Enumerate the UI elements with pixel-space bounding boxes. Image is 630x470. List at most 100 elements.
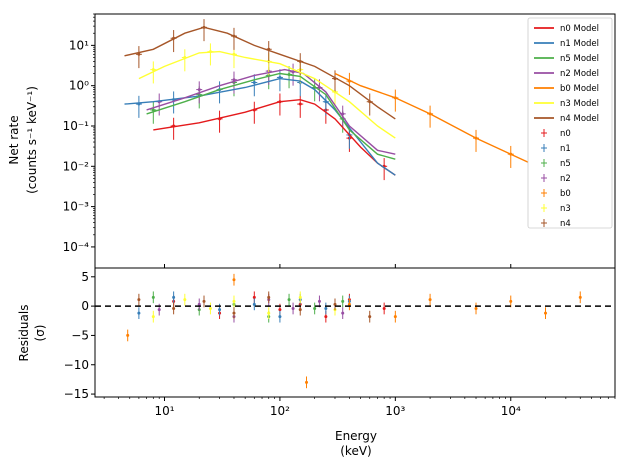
legend-label-b0: b0 bbox=[560, 189, 571, 199]
axis-labels: Net rate (counts s⁻¹ keV⁻¹) Residuals (σ… bbox=[7, 86, 377, 458]
residual-marker-n0-5 bbox=[324, 315, 328, 319]
residual-marker-n2-6 bbox=[341, 311, 345, 315]
data-point-n4-0 bbox=[135, 46, 142, 69]
top-ytick-label-5: 10¹ bbox=[69, 38, 89, 52]
data-point-b0-2 bbox=[427, 105, 434, 128]
outlier-marker-2 bbox=[232, 278, 236, 282]
data-point-n3-1 bbox=[181, 49, 188, 72]
residual-point-n1-0 bbox=[137, 307, 141, 320]
residual-point-b0-0 bbox=[347, 298, 351, 311]
model-line-n5-model bbox=[146, 72, 396, 160]
residual-marker-n4-6 bbox=[333, 302, 337, 306]
residual-marker-n3-2 bbox=[208, 306, 212, 310]
residual-marker-n4-4 bbox=[267, 295, 271, 299]
residual-marker-n1-3 bbox=[252, 302, 256, 306]
residual-point-n5-5 bbox=[313, 302, 317, 315]
data-marker-n3-0 bbox=[151, 68, 155, 72]
model-line-n3-model bbox=[138, 50, 396, 139]
residual-point-n4-4 bbox=[267, 291, 271, 304]
residual-point-n1-3 bbox=[252, 298, 256, 311]
top-ytick-label-4: 10⁰ bbox=[69, 79, 89, 93]
residual-marker-n4-1 bbox=[172, 306, 176, 310]
residual-plot-area bbox=[126, 273, 582, 389]
residual-frame bbox=[94, 267, 616, 398]
residual-marker-n3-1 bbox=[183, 298, 187, 302]
residual-marker-n2-4 bbox=[291, 306, 295, 310]
legend-label-n0-model: n0 Model bbox=[560, 24, 599, 34]
residual-point-n4-7 bbox=[368, 310, 372, 323]
data-point-n1-0 bbox=[135, 95, 142, 118]
residual-point-n3-2 bbox=[208, 302, 212, 315]
top-ytick-label-2: 10⁻² bbox=[63, 159, 90, 173]
residual-point-n5-0 bbox=[151, 291, 155, 304]
residual-marker-n4-2 bbox=[202, 299, 206, 303]
xlabel-line1: Energy bbox=[335, 429, 377, 443]
residual-point-n3-3 bbox=[232, 295, 236, 308]
residual-marker-n3-5 bbox=[298, 295, 302, 299]
data-point-n0-1 bbox=[216, 110, 223, 133]
model-line-n4-model bbox=[124, 26, 396, 120]
residual-marker-n4-5 bbox=[298, 308, 302, 312]
residual-marker-n5-6 bbox=[341, 299, 345, 303]
residual-point-n3-4 bbox=[267, 307, 271, 320]
residual-point-b0-2 bbox=[428, 293, 432, 306]
residual-point-n2-1 bbox=[197, 298, 201, 311]
data-point-n4-7 bbox=[366, 93, 373, 116]
residual-marker-n3-4 bbox=[267, 311, 271, 315]
residual-point-b0-3 bbox=[474, 302, 478, 315]
residual-point-n4-1 bbox=[172, 302, 176, 315]
data-point-b0-4 bbox=[507, 145, 514, 168]
legend-label-n4: n4 bbox=[560, 219, 571, 229]
top-ylabel-line1: Net rate bbox=[7, 115, 21, 164]
top-ytick-label-3: 10⁻¹ bbox=[63, 119, 90, 133]
residual-point-n5-6 bbox=[341, 295, 345, 308]
residual-marker-n1-2 bbox=[218, 308, 222, 312]
xtick-label-0: 10¹ bbox=[154, 404, 174, 418]
legend-label-n2: n2 bbox=[560, 174, 571, 184]
residual-point-n4-0 bbox=[137, 293, 141, 306]
data-point-n5-0 bbox=[150, 101, 157, 124]
data-point-n4-4 bbox=[265, 41, 272, 64]
residual-marker-n5-4 bbox=[287, 298, 291, 302]
data-marker-n2-1 bbox=[197, 88, 201, 92]
top-ytick-label-1: 10⁻³ bbox=[63, 200, 90, 214]
residual-marker-n0-2 bbox=[252, 295, 256, 299]
residual-marker-n5-5 bbox=[313, 306, 317, 310]
residual-marker-n4-3 bbox=[232, 311, 236, 315]
residual-marker-b0-3 bbox=[474, 306, 478, 310]
top-ytick-label-0: 10⁻⁴ bbox=[63, 240, 90, 254]
model-line-n1-model bbox=[124, 77, 396, 176]
residual-marker-n4-7 bbox=[368, 315, 372, 319]
residual-marker-b0-0 bbox=[347, 302, 351, 306]
model-line-n2-model bbox=[146, 68, 396, 155]
spectrum-panel: 10⁻⁴ 10⁻³ 10⁻² 10⁻¹ 10⁰ 10¹ bbox=[63, 13, 616, 269]
data-marker-n0-4 bbox=[298, 102, 302, 106]
residual-point-n3-1 bbox=[183, 293, 187, 306]
data-point-n4-1 bbox=[170, 30, 177, 53]
outlier-marker-0 bbox=[126, 333, 130, 337]
residual-point-n4-3 bbox=[232, 307, 236, 320]
residual-point-b0-6 bbox=[578, 291, 582, 304]
bottom-ytick-label-3: −10 bbox=[64, 358, 89, 372]
bottom-ytick-label-1: 0 bbox=[81, 299, 89, 313]
legend-label-n2-model: n2 Model bbox=[560, 69, 599, 79]
data-marker-n5-0 bbox=[151, 108, 155, 112]
residual-marker-b0-1 bbox=[393, 315, 397, 319]
bottom-ytick-label-2: −5 bbox=[71, 328, 89, 342]
data-marker-n1-3 bbox=[252, 80, 256, 84]
residual-point-n2-4 bbox=[291, 302, 295, 315]
residual-marker-b0-4 bbox=[509, 299, 513, 303]
spectrum-plot-area bbox=[124, 19, 584, 205]
residual-marker-n3-3 bbox=[232, 299, 236, 303]
xtick-label-2: 10³ bbox=[385, 404, 405, 418]
residual-marker-n1-4 bbox=[278, 315, 282, 319]
legend-label-n3-model: n3 Model bbox=[560, 99, 599, 109]
legend: n0 Model n1 Model n5 Model n2 Model b0 Model… bbox=[527, 17, 613, 229]
residual-marker-n0-3 bbox=[278, 308, 282, 312]
residual-marker-n5-0 bbox=[151, 295, 155, 299]
legend-label-n1-model: n1 Model bbox=[560, 39, 599, 49]
data-point-n0-3 bbox=[276, 93, 283, 116]
legend-label-n0: n0 bbox=[560, 129, 571, 139]
data-marker-n4-0 bbox=[137, 52, 141, 56]
